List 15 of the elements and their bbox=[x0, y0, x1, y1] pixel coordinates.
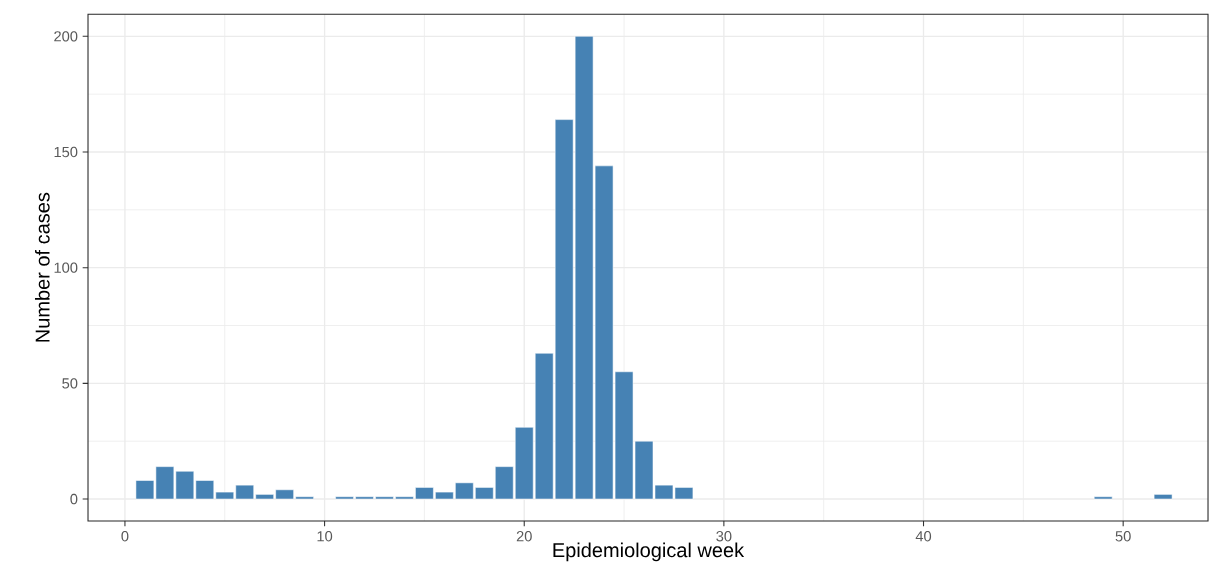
x-tick-label: 30 bbox=[716, 531, 732, 542]
y-tick-label: 50 bbox=[62, 378, 78, 389]
y-axis-title: Number of cases bbox=[34, 192, 50, 342]
y-tick-label: 150 bbox=[54, 146, 78, 158]
y-tick-label: 100 bbox=[54, 262, 78, 273]
x-tick-label: 10 bbox=[317, 531, 333, 542]
x-axis-title: Epidemiological week bbox=[553, 542, 745, 562]
x-tick-label: 20 bbox=[516, 531, 532, 542]
y-tick-label: 200 bbox=[54, 31, 78, 42]
bar bbox=[1153, 494, 1173, 500]
bar bbox=[1093, 496, 1113, 500]
x-tick-label: 0 bbox=[121, 531, 129, 542]
x-tick-label: 40 bbox=[915, 531, 932, 542]
y-tick-label: 0 bbox=[70, 493, 78, 505]
x-tick-label: 50 bbox=[1115, 531, 1131, 542]
